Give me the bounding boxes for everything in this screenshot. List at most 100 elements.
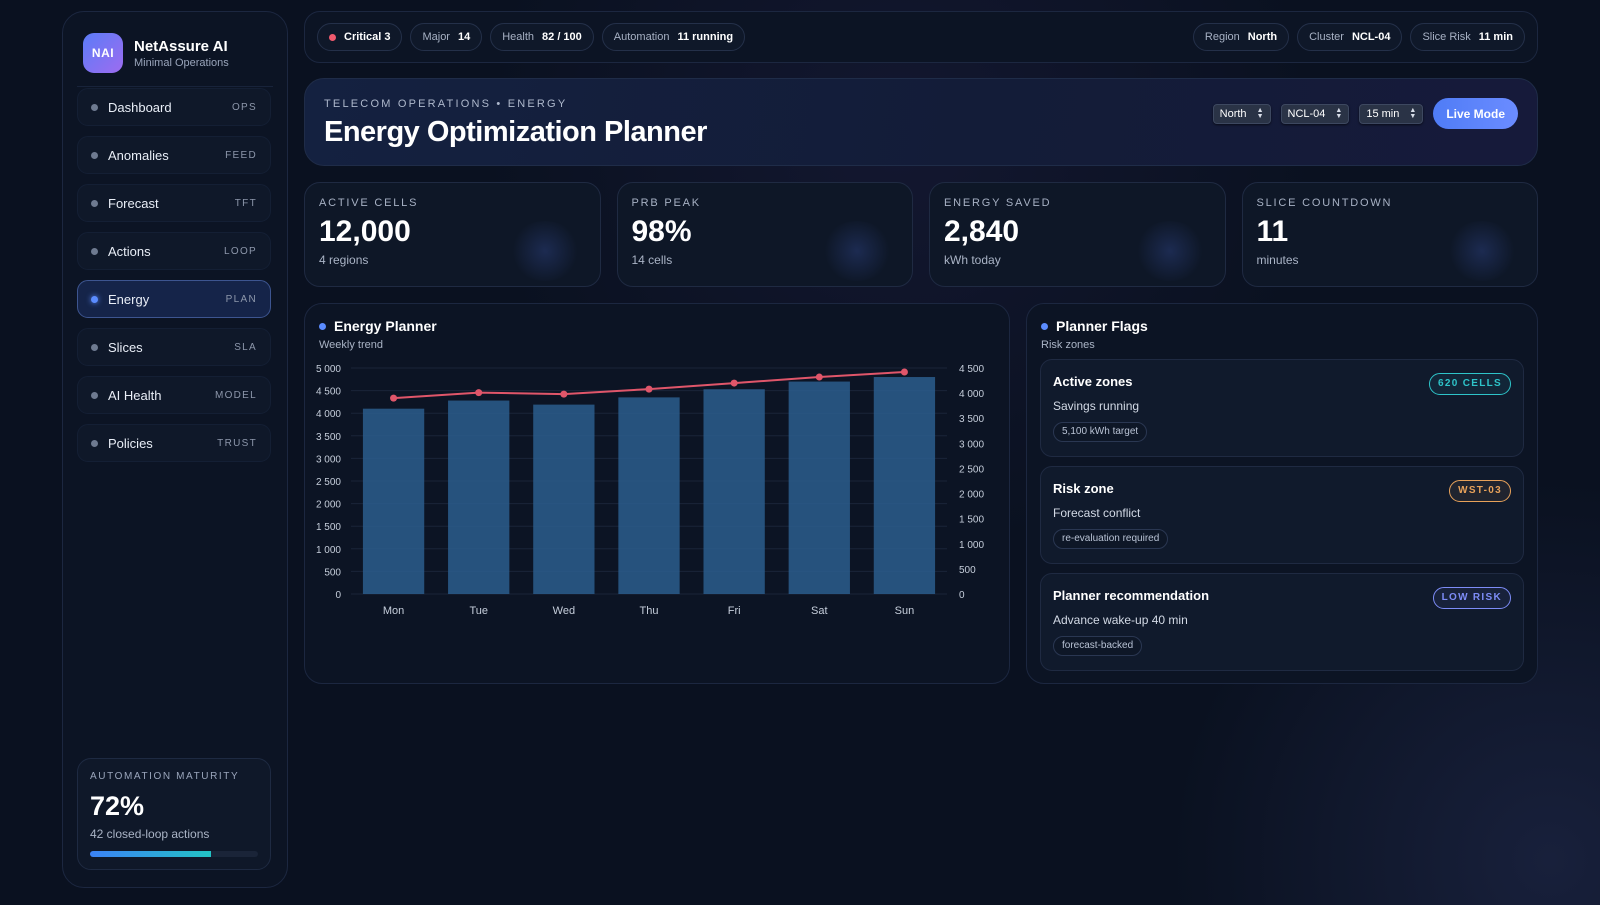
automation-pill[interactable]: Automation 11 running	[601, 23, 746, 51]
sidebar-item-tag: MODEL	[214, 389, 257, 401]
line-point	[730, 379, 738, 387]
kpi-label: ACTIVE CELLS	[319, 197, 419, 209]
cluster-label: Cluster	[1309, 31, 1344, 43]
flag-badge: LOW RISK	[1432, 587, 1511, 609]
y-tick-label-right: 2 500	[959, 464, 984, 475]
slice-risk-pill[interactable]: Slice Risk 11 min	[1410, 23, 1525, 51]
status-bar: Critical 3 Major 14 Health 82 / 100 Automa…	[304, 11, 1538, 63]
kpi-card-slice-countdown: SLICE COUNTDOWN 11 minutes	[1241, 182, 1538, 287]
automation-value: 11 running	[677, 31, 734, 43]
energy-card-title: Energy Planner	[334, 318, 437, 334]
line-point	[900, 368, 908, 376]
sidebar-item-energy[interactable]: Energy PLAN	[77, 280, 271, 318]
x-tick-label: Sat	[811, 605, 828, 617]
y-tick-label-left: 3 500	[316, 432, 341, 443]
kpi-label: PRB PEAK	[631, 197, 701, 209]
sidebar-item-tag: OPS	[231, 101, 257, 113]
nav-dot-icon	[91, 295, 98, 303]
major-value: 14	[457, 31, 471, 43]
y-tick-label-left: 2 500	[316, 477, 341, 488]
sidebar-item-tag: TRUST	[217, 437, 257, 449]
sidebar-item-tag: SLA	[234, 341, 257, 353]
nav-dot-icon	[91, 439, 98, 447]
kpi-value: 11	[1256, 215, 1289, 248]
line-point	[475, 389, 483, 397]
sidebar-item-label: AI Health	[108, 387, 162, 403]
y-tick-label-left: 0	[335, 590, 341, 601]
x-tick-label: Wed	[553, 605, 575, 617]
flag-risk-zone[interactable]: Risk zone Forecast conflict re-evaluatio…	[1040, 466, 1524, 564]
critical-dot-icon	[329, 33, 336, 41]
select-arrows-icon: ▲ ▼	[1256, 106, 1264, 120]
y-tick-label-right: 4 000	[959, 389, 984, 400]
cluster-select[interactable]: NCL-04 ▲ ▼	[1280, 103, 1350, 124]
y-tick-label-left: 4 000	[316, 409, 341, 420]
cluster-pill[interactable]: Cluster NCL-04	[1297, 23, 1403, 51]
health-pill[interactable]: Health 82 / 100	[490, 23, 594, 51]
bar	[788, 381, 850, 594]
y-tick-label-left: 1 000	[316, 545, 341, 556]
region-select[interactable]: North ▲ ▼	[1212, 103, 1271, 124]
select-arrows-icon: ▲ ▼	[1409, 106, 1417, 120]
bar	[873, 377, 936, 594]
sidebar-item-label: Anomalies	[108, 147, 169, 163]
flag-description: Forecast conflict	[1053, 506, 1141, 520]
kpi-subtitle: 4 regions	[319, 253, 369, 267]
x-tick-label: Thu	[640, 605, 659, 617]
flags-card-title: Planner Flags	[1056, 318, 1148, 334]
y-tick-label-left: 5 000	[316, 364, 341, 375]
cluster-select-value: NCL-04	[1287, 107, 1326, 120]
line-point	[815, 373, 823, 381]
line-point	[560, 390, 568, 398]
region-select-value: North	[1219, 107, 1247, 120]
card-dot-icon	[1041, 322, 1048, 330]
kpi-card-prb-peak: PRB PEAK 98% 14 cells	[616, 182, 913, 287]
sidebar-item-label: Policies	[108, 435, 153, 451]
region-pill[interactable]: Region North	[1192, 23, 1290, 51]
energy-planner-card: 0 500 1 000 1 500 2 000 2 500 3 000 3 500 4 000 4…	[304, 303, 1010, 684]
sidebar-item-ai-health[interactable]: AI Health MODEL	[77, 376, 271, 414]
flag-planner-recommendation[interactable]: Planner recommendation Advance wake-up 4…	[1040, 573, 1524, 671]
health-label: Health	[502, 31, 535, 43]
sidebar-item-dashboard[interactable]: Dashboard OPS	[77, 88, 271, 126]
kpi-subtitle: minutes	[1256, 253, 1299, 267]
y-tick-label-right: 1 000	[959, 540, 984, 551]
interval-select[interactable]: 15 min ▲ ▼	[1359, 103, 1424, 124]
cluster-value: NCL-04	[1351, 31, 1391, 43]
maturity-subtitle: 42 closed-loop actions	[90, 827, 210, 841]
y-tick-label-right: 3 000	[959, 439, 984, 450]
line-point	[390, 394, 398, 402]
y-tick-label-left: 1 500	[316, 522, 341, 533]
sidebar-item-tag: FEED	[225, 149, 257, 161]
y-tick-label-left: 4 500	[316, 387, 341, 398]
sidebar-item-policies[interactable]: Policies TRUST	[77, 424, 271, 462]
live-mode-button[interactable]: Live Mode	[1433, 98, 1518, 129]
slice-risk-label: Slice Risk	[1422, 31, 1471, 43]
automation-label: Automation	[613, 31, 670, 43]
bar	[618, 397, 680, 594]
y-tick-label-left: 3 000	[316, 454, 341, 465]
kpi-card-active-cells: ACTIVE CELLS 12,000 4 regions	[304, 182, 601, 287]
flags-card-subtitle: Risk zones	[1041, 339, 1095, 351]
maturity-progress-fill	[90, 851, 211, 857]
sidebar-item-slices[interactable]: Slices SLA	[77, 328, 271, 366]
flag-active-zones[interactable]: Active zones Savings running 5,100 kWh t…	[1040, 359, 1524, 457]
flag-title: Risk zone	[1053, 481, 1114, 496]
critical-pill[interactable]: Critical 3	[317, 23, 403, 51]
bar	[448, 400, 510, 594]
kpi-subtitle: 14 cells	[631, 253, 673, 267]
x-tick-label: Sun	[895, 605, 915, 617]
sidebar: NAI NetAssure AI Minimal Operations Dash…	[62, 11, 288, 888]
nav-dot-icon	[91, 103, 98, 111]
major-pill[interactable]: Major 14	[410, 23, 483, 51]
kpi-value: 2,840	[944, 215, 1020, 248]
sidebar-item-anomalies[interactable]: Anomalies FEED	[77, 136, 271, 174]
brand-subtitle: Minimal Operations	[134, 56, 229, 69]
sidebar-item-label: Dashboard	[108, 99, 172, 115]
flag-description: Savings running	[1053, 399, 1140, 413]
flag-description: Advance wake-up 40 min	[1053, 613, 1188, 627]
sidebar-item-actions[interactable]: Actions LOOP	[77, 232, 271, 270]
sidebar-item-forecast[interactable]: Forecast TFT	[77, 184, 271, 222]
interval-select-value: 15 min	[1366, 107, 1400, 120]
line-point	[645, 385, 653, 393]
